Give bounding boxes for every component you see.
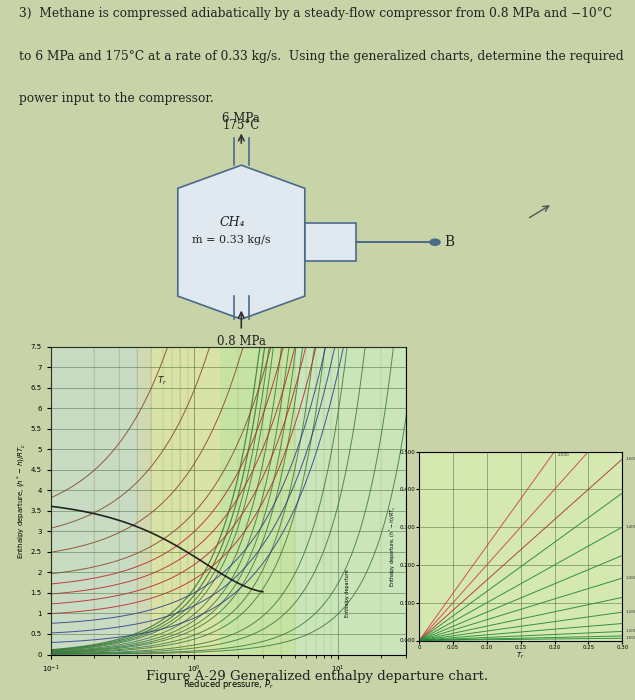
Text: CH₄: CH₄ [219,216,244,230]
Polygon shape [178,165,305,319]
Text: 0.8 MPa: 0.8 MPa [217,335,265,349]
Text: 1.500: 1.500 [625,457,635,461]
X-axis label: Reduced pressure, $P_r$: Reduced pressure, $P_r$ [183,678,274,691]
Text: 6 MPa: 6 MPa [222,112,260,125]
Bar [295,346,406,654]
Y-axis label: Enthalpy departure, $(h^*-h)/RT_c$: Enthalpy departure, $(h^*-h)/RT_c$ [387,505,398,587]
Text: to 6 MPa and 175°C at a rate of 0.33 kg/s.  Using the generalized charts, determ: to 6 MPa and 175°C at a rate of 0.33 kg/… [19,50,624,62]
Text: B: B [444,235,455,249]
Polygon shape [305,223,356,261]
Y-axis label: Enthalpy departure, $(h^*-h)/RT_c$: Enthalpy departure, $(h^*-h)/RT_c$ [16,442,28,559]
X-axis label: $T_r$: $T_r$ [516,651,525,661]
Text: 3)  Methane is compressed adiabatically by a steady-flow compressor from 0.8 MPa: 3) Methane is compressed adiabatically b… [19,7,612,20]
Text: 175°C: 175°C [223,120,260,132]
Text: Figure A-29 Generalized enthalpy departure chart.: Figure A-29 Generalized enthalpy departu… [147,671,488,683]
Bar [220,346,295,654]
Text: $T_r$: $T_r$ [157,374,168,387]
Text: 1.300: 1.300 [625,576,635,580]
Text: 2.000: 2.000 [558,454,570,457]
Text: -10 °C: -10 °C [222,348,260,361]
Text: 1.100: 1.100 [625,629,635,634]
Text: 1.200: 1.200 [625,610,635,614]
Bar [137,346,220,654]
Circle shape [430,239,440,245]
Text: 1.400: 1.400 [625,525,635,529]
Text: Enthalpy departure: Enthalpy departure [345,569,351,617]
Text: 1.000: 1.000 [625,636,635,641]
Text: power input to the compressor.: power input to the compressor. [19,92,214,105]
Bar [51,346,151,654]
Text: ṁ = 0.33 kg/s: ṁ = 0.33 kg/s [192,235,271,245]
